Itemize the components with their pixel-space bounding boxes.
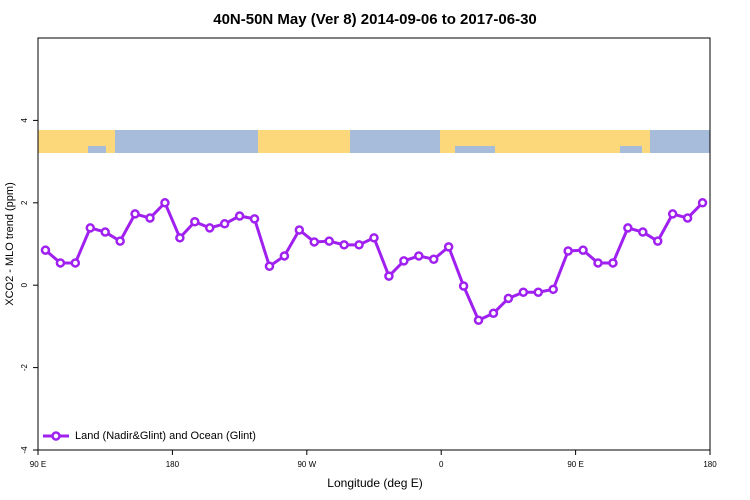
series-line <box>44 200 704 323</box>
data-point <box>204 223 215 233</box>
data-point <box>414 251 424 261</box>
legend-marker <box>51 431 61 441</box>
data-point <box>533 287 544 297</box>
data-point <box>160 198 170 208</box>
data-point <box>190 217 200 227</box>
data-point <box>339 240 349 250</box>
plot-frame <box>37 37 711 451</box>
data-point <box>503 293 514 304</box>
data-point <box>354 240 364 250</box>
data-point <box>279 251 290 261</box>
data-point <box>55 258 66 268</box>
y-tick-label: 0 <box>20 282 29 287</box>
data-point <box>428 254 439 264</box>
data-point <box>563 246 573 256</box>
x-axis-label: Longitude (deg E) <box>327 476 422 490</box>
x-tick-label: 180 <box>166 460 180 469</box>
data-point <box>652 236 663 246</box>
data-point <box>309 237 320 247</box>
data-point <box>294 225 305 235</box>
data-point <box>638 227 648 237</box>
y-tick-label: -2 <box>20 363 29 371</box>
data-point <box>667 209 678 219</box>
data-point <box>593 258 603 268</box>
data-point <box>443 242 454 252</box>
data-point <box>324 236 334 246</box>
data-point <box>608 258 618 268</box>
data-point <box>40 245 51 255</box>
data-point <box>488 308 499 318</box>
data-point <box>518 287 529 297</box>
y-tick-label: 4 <box>20 118 29 123</box>
data-point <box>384 271 394 281</box>
data-point <box>369 233 379 243</box>
data-point <box>697 198 708 208</box>
data-point <box>264 261 275 271</box>
data-point <box>578 245 588 255</box>
data-point <box>473 315 484 325</box>
x-tick-label: 90 E <box>567 460 583 469</box>
data-point <box>100 227 110 237</box>
y-tick-label: 2 <box>20 200 29 205</box>
data-point <box>399 256 409 266</box>
data-point <box>234 211 245 221</box>
data-point <box>623 223 633 233</box>
data-point <box>145 213 155 223</box>
data-point <box>70 258 81 268</box>
data-point <box>175 233 185 243</box>
x-tick-label: 0 <box>439 460 444 469</box>
chart-title: 40N-50N May (Ver 8) 2014-09-06 to 2017-0… <box>213 11 537 28</box>
data-point <box>130 209 140 219</box>
data-point <box>682 213 693 223</box>
y-tick-label: -4 <box>20 446 29 454</box>
map-strip <box>38 130 710 153</box>
x-tick-label: 90 W <box>297 460 316 469</box>
data-point <box>249 214 260 224</box>
data-point <box>219 219 230 229</box>
data-point <box>115 236 125 246</box>
data-point <box>548 284 558 295</box>
y-axis-label: XCO2 - MLO trend (ppm) <box>4 182 16 305</box>
data-point <box>458 281 469 291</box>
data-point <box>85 223 96 233</box>
legend-label: Land (Nadir&Glint) and Ocean (Glint) <box>75 430 256 442</box>
x-tick-label: 90 E <box>30 460 46 469</box>
x-tick-label: 180 <box>703 460 717 469</box>
